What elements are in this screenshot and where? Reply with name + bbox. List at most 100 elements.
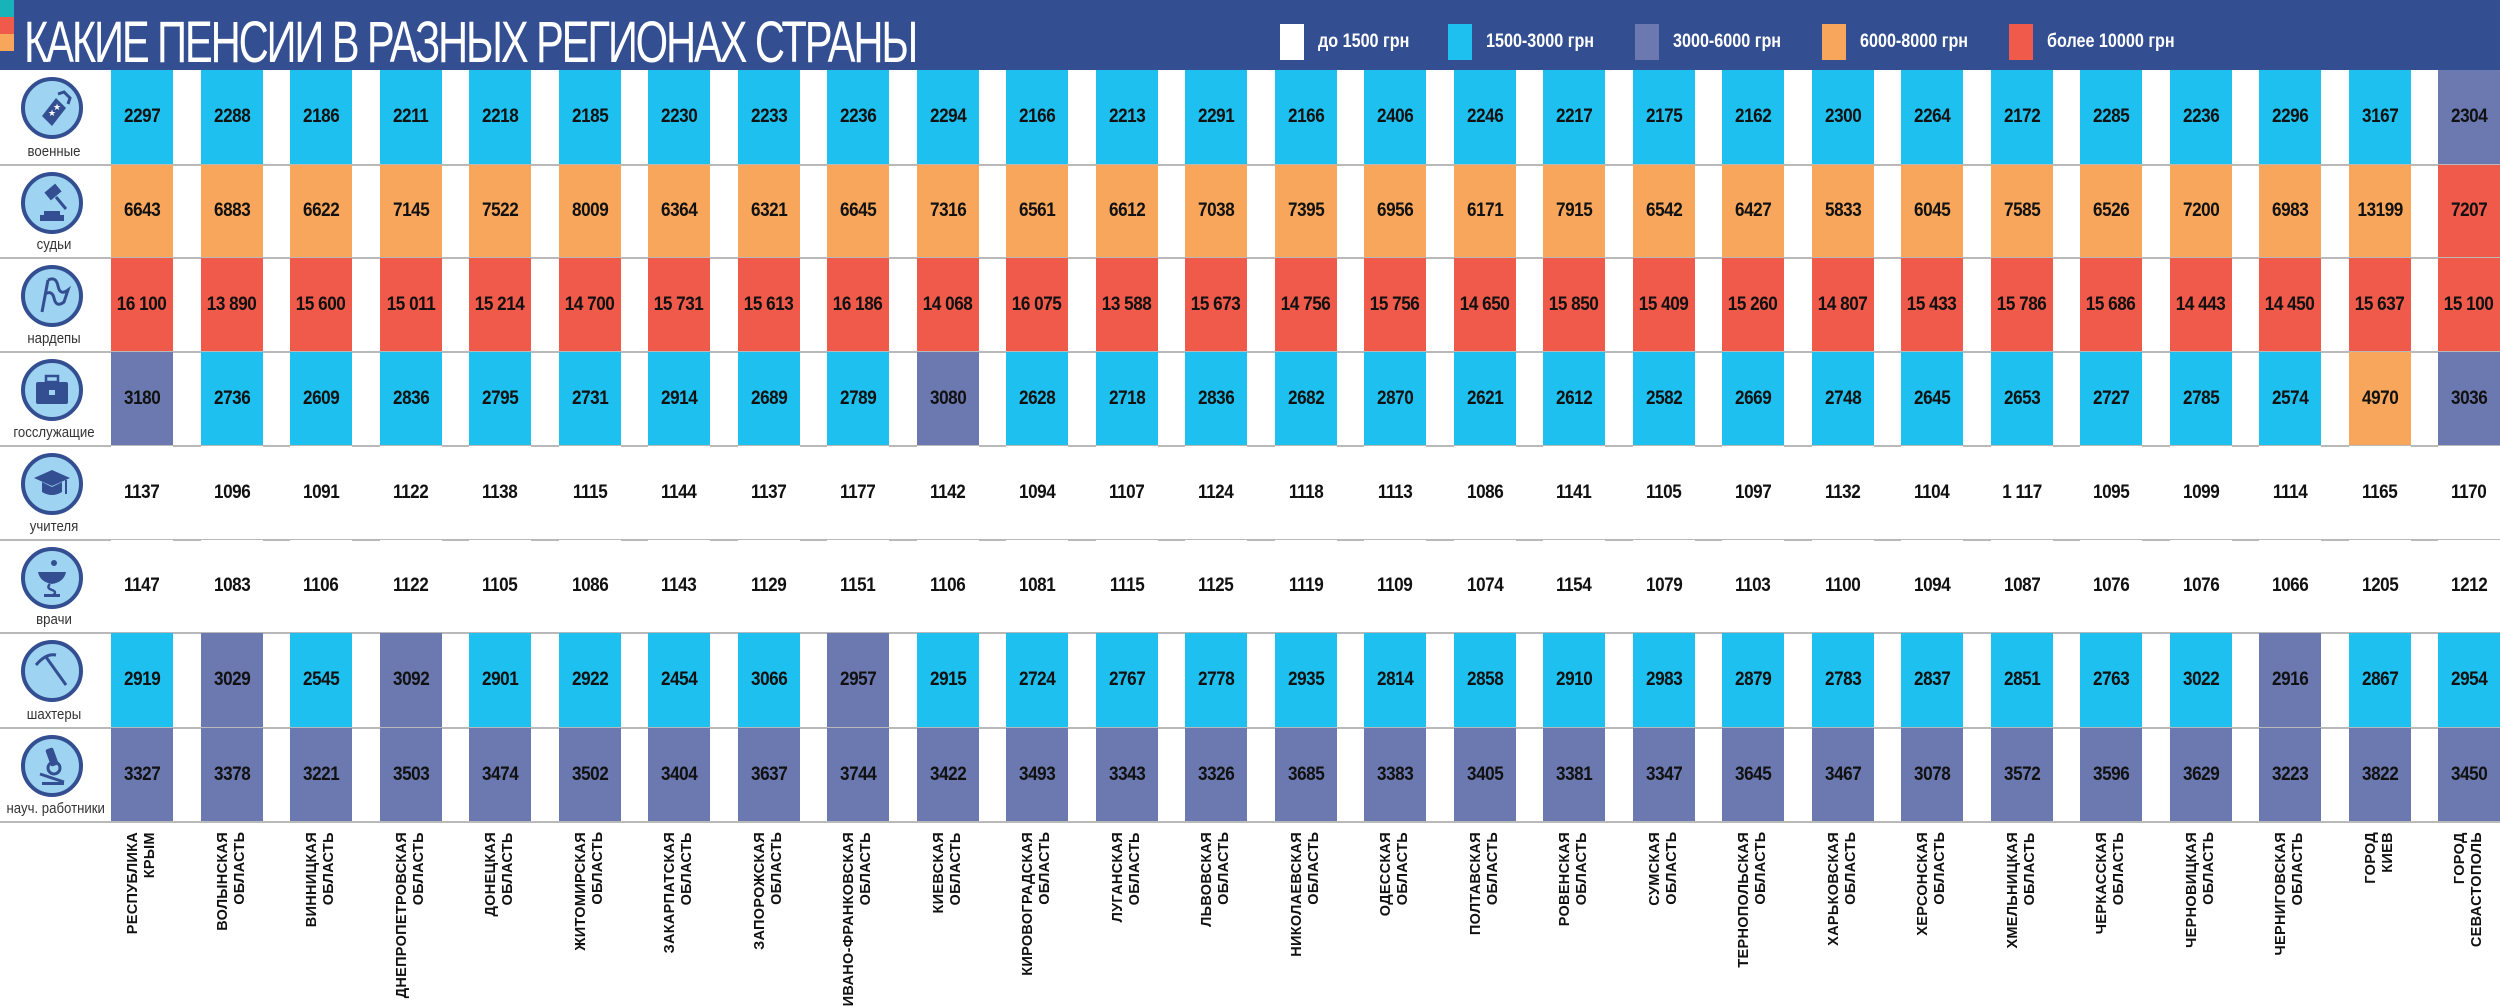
- value-cell: 15 850: [1543, 258, 1605, 351]
- value-label: 2763: [2092, 669, 2130, 690]
- value-label: 6542: [1645, 200, 1683, 221]
- value-label: 3326: [1197, 763, 1235, 785]
- value-cell: 3404: [648, 728, 710, 821]
- value-cell: 3029: [201, 633, 263, 727]
- value-label: 3080: [929, 387, 967, 409]
- row-header: судьи: [0, 165, 108, 258]
- value-label: 2300: [1824, 106, 1862, 127]
- value-cell: 6542: [1633, 165, 1695, 257]
- value-label: 3502: [571, 763, 609, 785]
- value-label: 6645: [839, 200, 877, 221]
- value-label: 1076: [2182, 575, 2220, 596]
- accent-stripe-orange: [0, 34, 14, 51]
- region-label: ХМЕЛЬНИЦКАЯ ОБЛАСТЬ: [1991, 832, 2053, 997]
- value-label: 2837: [1913, 669, 1951, 690]
- value-cell: 1095: [2080, 446, 2142, 539]
- value-label: 1099: [2182, 481, 2220, 503]
- value-cell: 6883: [201, 165, 263, 257]
- value-label: 3467: [1824, 763, 1862, 785]
- legend-swatch: [1634, 24, 1659, 60]
- region-label-text: ВИННИЦКАЯ ОБЛАСТЬ: [304, 832, 337, 928]
- svg-text:★: ★: [48, 108, 56, 118]
- value-cell: 15 637: [2349, 258, 2411, 351]
- value-cell: 2185: [559, 70, 621, 164]
- value-cell: 3022: [2170, 633, 2232, 727]
- region-label-text: ЧЕРНОВИЦКАЯ ОБЛАСТЬ: [2184, 832, 2217, 948]
- value-cell: 2879: [1722, 633, 1784, 727]
- value-cell: 2172: [1991, 70, 2053, 164]
- value-label: 2727: [2092, 387, 2130, 409]
- value-label: 2879: [1734, 669, 1772, 690]
- value-label: 13 890: [207, 293, 257, 315]
- value-label: 15 673: [1191, 293, 1241, 315]
- value-cell: 1118: [1275, 446, 1337, 539]
- value-cell: 3381: [1543, 728, 1605, 821]
- value-label: 7585: [2003, 200, 2041, 221]
- value-label: 2545: [302, 669, 340, 690]
- value-label: 2186: [302, 106, 340, 127]
- value-cell: 8009: [559, 165, 621, 257]
- value-cell: 15 673: [1185, 258, 1247, 351]
- value-label: 1066: [2271, 575, 2309, 596]
- value-cell: 1100: [1812, 540, 1874, 632]
- value-label: 14 450: [2265, 293, 2315, 315]
- value-label: 1114: [2272, 481, 2308, 503]
- value-cell: 2296: [2259, 70, 2321, 164]
- region-label-text: ЛУГАНСКАЯ ОБЛАСТЬ: [1110, 832, 1143, 923]
- value-label: 1079: [1645, 575, 1683, 596]
- value-cell: 15 786: [1991, 258, 2053, 351]
- row-label: нардепы: [27, 330, 81, 347]
- row-divider: [0, 257, 2500, 259]
- value-cell: 1144: [648, 446, 710, 539]
- value-label: 1086: [1466, 481, 1504, 503]
- value-cell: 2213: [1096, 70, 1158, 164]
- value-label: 3078: [1913, 763, 1951, 785]
- value-cell: 1154: [1543, 540, 1605, 632]
- value-label: 15 100: [2444, 293, 2494, 315]
- value-label: 3422: [929, 763, 967, 785]
- value-label: 1091: [302, 481, 340, 503]
- value-label: 3450: [2450, 763, 2488, 785]
- value-cell: 7585: [1991, 165, 2053, 257]
- region-label-text: КИЕВСКАЯ ОБЛАСТЬ: [931, 832, 964, 914]
- value-cell: 2785: [2170, 352, 2232, 445]
- value-cell: 1079: [1633, 540, 1695, 632]
- value-label: 2689: [750, 387, 788, 409]
- value-cell: 15 011: [380, 258, 442, 351]
- value-label: 2297: [123, 106, 161, 127]
- value-cell: 3474: [469, 728, 531, 821]
- value-cell: 3326: [1185, 728, 1247, 821]
- value-cell: 2731: [559, 352, 621, 445]
- legend-label: 3000-6000 грн: [1672, 31, 1781, 52]
- value-label: 3221: [302, 763, 340, 785]
- value-label: 1115: [1109, 575, 1145, 596]
- value-cell: 7316: [917, 165, 979, 257]
- legend-swatch: [1821, 24, 1846, 60]
- value-cell: 3092: [380, 633, 442, 727]
- value-label: 13 588: [1102, 293, 1152, 315]
- value-label: 6171: [1466, 200, 1504, 221]
- chart-title: КАКИЕ ПЕНСИИ В РАЗНЫХ РЕГИОНАХ СТРАНЫ: [24, 10, 918, 75]
- value-label: 1205: [2361, 575, 2399, 596]
- region-label: ПОЛТАВСКАЯ ОБЛАСТЬ: [1454, 832, 1516, 997]
- value-cell: 4970: [2349, 352, 2411, 445]
- value-cell: 1106: [917, 540, 979, 632]
- region-label: ХЕРСОНСКАЯ ОБЛАСТЬ: [1901, 832, 1963, 997]
- value-cell: 1129: [738, 540, 800, 632]
- value-label: 14 068: [923, 293, 973, 315]
- value-label: 2296: [2271, 106, 2309, 127]
- value-label: 3029: [213, 669, 251, 690]
- value-cell: 3645: [1722, 728, 1784, 821]
- region-label-text: ЗАПОРОЖСКАЯ ОБЛАСТЬ: [752, 832, 785, 950]
- value-label: 15 214: [475, 293, 525, 315]
- region-label-text: ДНЕПРОПЕТРОВСКАЯ ОБЛАСТЬ: [394, 832, 427, 999]
- value-cell: 2300: [1812, 70, 1874, 164]
- region-label: ЗАПОРОЖСКАЯ ОБЛАСТЬ: [738, 832, 800, 997]
- value-cell: 2789: [827, 352, 889, 445]
- value-cell: 6171: [1454, 165, 1516, 257]
- row-label: судьи: [36, 236, 72, 253]
- value-cell: 16 100: [111, 258, 173, 351]
- value-label: 6956: [1376, 200, 1414, 221]
- value-cell: 15 260: [1722, 258, 1784, 351]
- value-cell: 2724: [1006, 633, 1068, 727]
